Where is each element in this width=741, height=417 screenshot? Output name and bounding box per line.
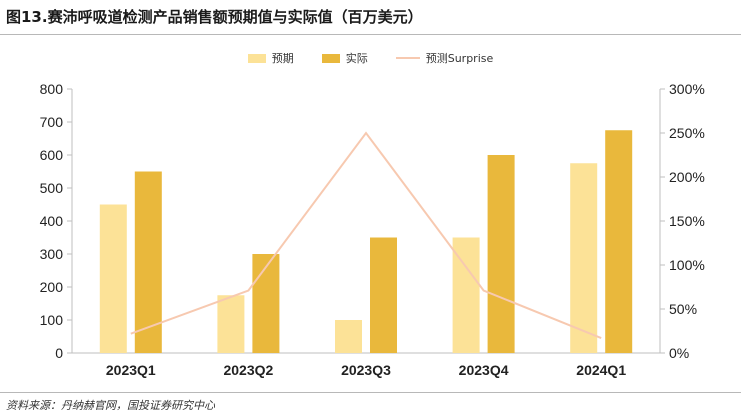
- chart-title: 图13.赛沛呼吸道检测产品销售额预期值与实际值（百万美元）: [6, 8, 423, 26]
- title-divider: [0, 34, 741, 35]
- legend-label-actual: 实际: [345, 52, 368, 65]
- legend: 预期 实际 预测Surprise: [0, 50, 741, 66]
- legend-item-surprise: 预测Surprise: [395, 50, 494, 66]
- y-left-tick-label: 100: [40, 312, 64, 328]
- source-note: 资料来源：丹纳赫官网，国投证券研究中心: [6, 399, 215, 412]
- bar-expected: [570, 163, 598, 353]
- y-left-tick-label: 600: [40, 147, 64, 163]
- legend-item-expected: 预期: [247, 50, 294, 66]
- x-tick-label: 2023Q2: [223, 362, 273, 378]
- x-tick-label: 2023Q4: [459, 362, 509, 378]
- bar-actual: [252, 254, 280, 353]
- y-right-tick-label: 250%: [669, 125, 705, 141]
- bar-expected: [452, 237, 480, 353]
- bar-actual: [134, 171, 162, 353]
- y-left-tick-label: 400: [40, 213, 64, 229]
- bar-expected: [99, 204, 127, 353]
- legend-swatch-actual: [321, 53, 340, 63]
- x-tick-label: 2024Q1: [576, 362, 626, 378]
- bar-expected: [217, 295, 245, 353]
- legend-label-expected: 预期: [271, 52, 294, 65]
- y-left-tick-label: 300: [40, 246, 64, 262]
- y-left-tick-label: 800: [40, 81, 64, 97]
- x-tick-label: 2023Q1: [106, 362, 156, 378]
- y-left-tick-label: 500: [40, 180, 64, 196]
- y-right-tick-label: 300%: [669, 81, 705, 97]
- bar-actual: [605, 130, 633, 353]
- bar-actual: [487, 155, 515, 353]
- legend-swatch-surprise: [395, 57, 420, 59]
- legend-label-surprise: 预测Surprise: [425, 52, 494, 65]
- chart-plot: 0 100 200 300 400 500 600 700 800 0% 50% 100% 150% 20…: [40, 81, 705, 378]
- source-divider: [0, 392, 741, 393]
- y-left-tick-label: 0: [55, 345, 63, 361]
- legend-item-actual: 实际: [321, 50, 368, 66]
- bar-expected: [335, 320, 362, 353]
- y-right-tick-label: 0%: [669, 345, 689, 361]
- y-right-tick-label: 200%: [669, 169, 705, 185]
- y-left-tick-label: 200: [40, 279, 64, 295]
- y-left-tick-label: 700: [40, 114, 64, 130]
- bar-actual: [370, 237, 397, 353]
- y-right-tick-label: 150%: [669, 213, 705, 229]
- y-right-tick-label: 50%: [669, 301, 697, 317]
- y-right-tick-label: 100%: [669, 257, 705, 273]
- legend-swatch-expected: [247, 53, 266, 63]
- x-tick-label: 2023Q3: [341, 362, 391, 378]
- series-line-surprise: [130, 131, 602, 339]
